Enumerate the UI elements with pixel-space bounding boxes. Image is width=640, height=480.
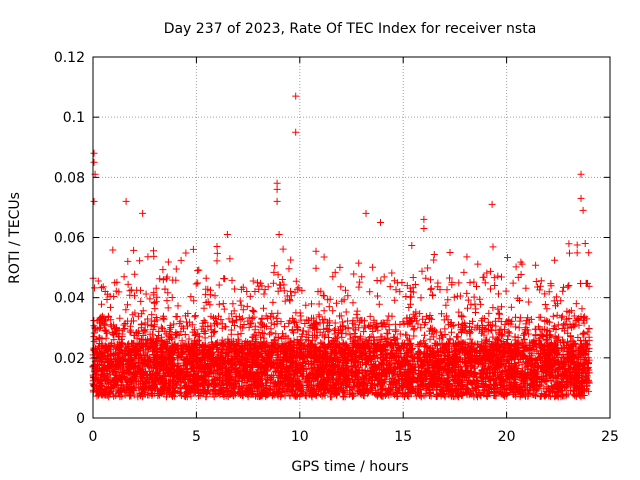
roti-outlier-point bbox=[223, 231, 231, 238]
y-tick-label: 0 bbox=[76, 411, 85, 427]
roti-outlier-point bbox=[90, 197, 98, 205]
y-tick-label: 0.12 bbox=[54, 50, 85, 66]
roti-outlier-point bbox=[488, 200, 496, 208]
x-tick-label: 25 bbox=[601, 429, 619, 445]
x-tick-label: 10 bbox=[291, 429, 309, 445]
data-points bbox=[89, 92, 593, 401]
roti-outlier-point bbox=[122, 197, 130, 205]
roti-outlier-point bbox=[420, 225, 428, 232]
roti-outlier-point bbox=[581, 240, 589, 247]
y-tick-label: 0.06 bbox=[54, 231, 85, 247]
roti-outlier-point bbox=[420, 215, 428, 223]
roti-outlier-point bbox=[90, 149, 98, 157]
roti-outlier-point bbox=[273, 197, 281, 205]
chart-title: Day 237 of 2023, Rate Of TEC Index for r… bbox=[164, 21, 537, 37]
roti-point-cloud bbox=[89, 240, 593, 401]
y-axis-label: ROTI / TECUs bbox=[7, 192, 23, 284]
x-tick-label: 0 bbox=[89, 429, 98, 445]
x-tick-label: 15 bbox=[394, 429, 412, 445]
x-tick-label: 20 bbox=[498, 429, 516, 445]
roti-outlier-point bbox=[292, 92, 300, 100]
roti-outlier-point bbox=[577, 194, 585, 202]
x-axis-label: GPS time / hours bbox=[291, 459, 408, 475]
y-tick-label: 0.02 bbox=[54, 351, 85, 367]
roti-outlier-point bbox=[139, 209, 147, 217]
roti-outlier-point bbox=[273, 179, 281, 187]
roti-outlier-point bbox=[577, 170, 585, 178]
roti-outlier-point bbox=[377, 219, 384, 226]
roti-outlier-point bbox=[362, 209, 370, 217]
roti-outlier-point bbox=[292, 128, 300, 136]
x-tick-label: 5 bbox=[192, 429, 201, 445]
roti-outlier-point bbox=[275, 231, 283, 238]
y-tick-label: 0.08 bbox=[54, 170, 85, 186]
axis-ticks: 0 5 10 15 20 25 0 0.02 0.04 0.06 0.08 0.1 0.12 bbox=[54, 50, 619, 445]
y-tick-label: 0.04 bbox=[54, 291, 85, 307]
roti-outlier-point bbox=[90, 158, 98, 166]
roti-outlier-point bbox=[579, 206, 587, 214]
y-tick-label: 0.1 bbox=[63, 110, 85, 126]
roti-outlier-point bbox=[273, 185, 281, 193]
